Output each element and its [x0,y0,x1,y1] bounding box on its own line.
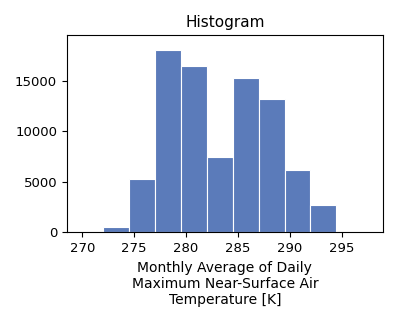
Bar [103,227,129,232]
Bar [181,66,207,232]
Bar [207,156,233,232]
Bar [259,99,285,232]
Bar [285,170,310,232]
Bar [233,78,259,232]
Bar [129,179,155,232]
Bar [310,205,336,232]
Title: Histogram: Histogram [185,15,265,30]
Bar [155,51,181,232]
X-axis label: Monthly Average of Daily
Maximum Near-Surface Air
Temperature [K]: Monthly Average of Daily Maximum Near-Su… [132,260,318,307]
